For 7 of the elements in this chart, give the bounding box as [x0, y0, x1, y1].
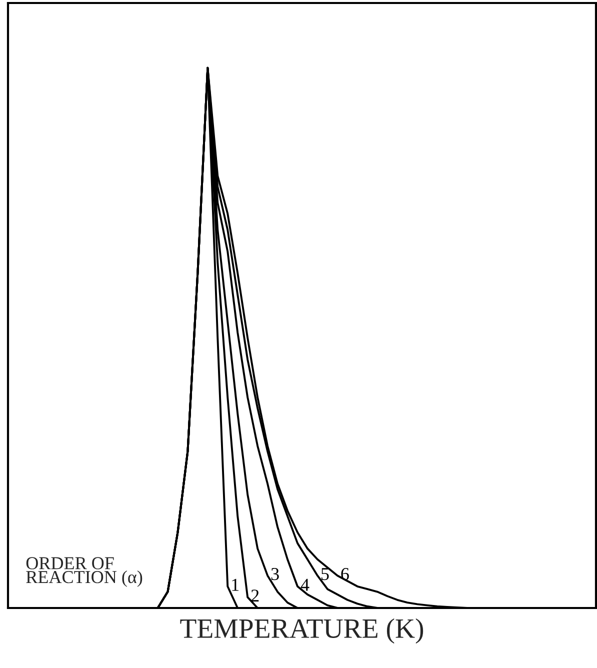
series-label: 3: [271, 568, 279, 580]
series-label: 1: [232, 578, 239, 591]
series-label: 5: [322, 568, 329, 580]
series-label: 4: [300, 578, 310, 591]
series-label: 2: [251, 590, 259, 602]
annotation: ORDER OF REACTION (α): [26, 557, 142, 587]
x-axis-title: TEMPERATURE (K): [180, 618, 424, 644]
